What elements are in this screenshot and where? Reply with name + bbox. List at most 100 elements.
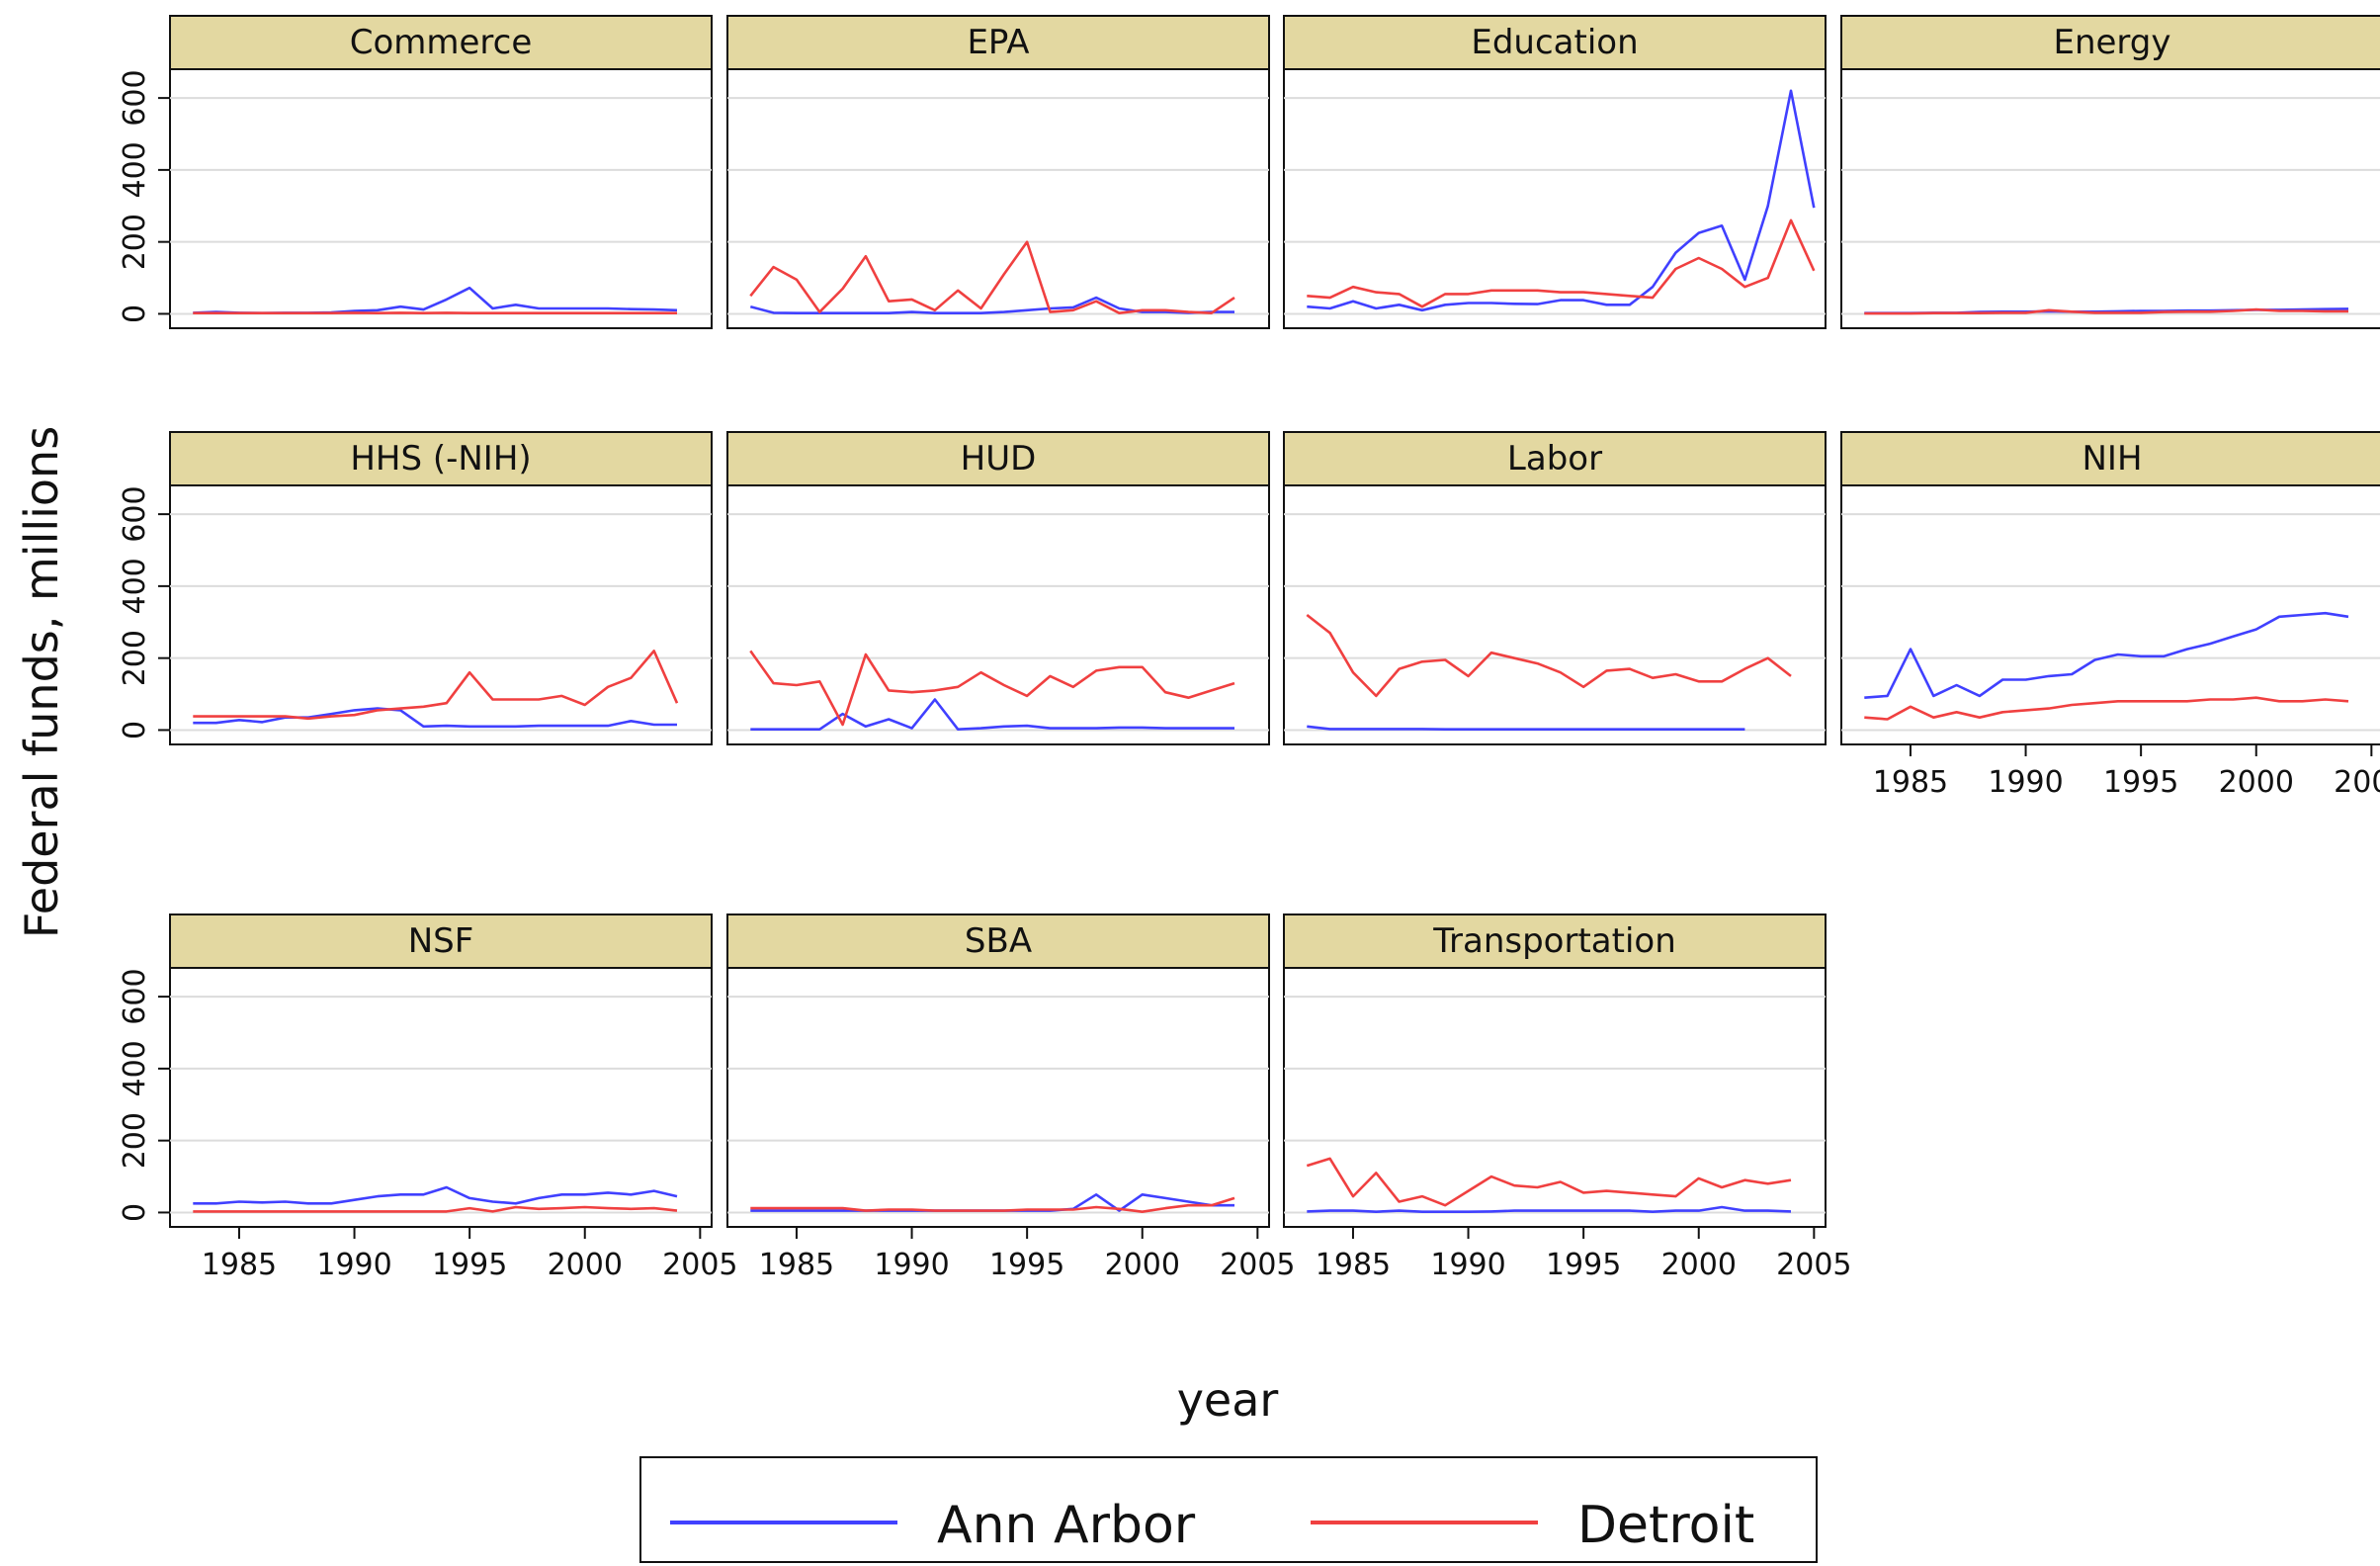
x-tick-label: 1985 [759,1248,834,1282]
panel-title: NIH [2082,439,2142,478]
series-line-detroit [749,240,1235,315]
plot-area [726,68,1270,329]
panel-labor: Labor [1283,431,1827,745]
series-line-detroit [750,1196,1235,1213]
panel-hud: HUD [726,431,1270,745]
series-line-detroit [1307,218,1816,308]
x-tick-label: 1995 [2103,765,2178,800]
panel-title: HHS (-NIH) [350,439,531,478]
panel-strip [1283,431,1827,486]
x-tick-label: 1990 [316,1248,391,1282]
series-line-detroit [749,650,1235,727]
y-tick-label: 600 [118,968,152,1024]
panel-title: Transportation [1432,921,1676,961]
series-line-detroit [1864,307,2348,315]
series-line-ann-arbor [1307,725,1745,732]
series-line-detroit [1864,696,2349,721]
x-tick-label: 1985 [202,1248,277,1282]
panel-nsf: NSF 0 200 400 600 1985 1990 1995 2000 2005 [118,914,738,1282]
y-tick-label: 400 [118,141,152,198]
plot-area [1840,68,2380,329]
panel-strip [169,15,713,70]
panel-strip [1840,15,2380,70]
y-axis-title: Federal funds, millions [15,426,68,938]
plot-area [726,967,1270,1228]
y-tick-label: 200 [118,630,152,686]
y-tick-label: 200 [118,214,152,270]
series-line-ann-arbor [1864,611,2349,699]
series-line-ann-arbor [749,296,1234,315]
x-axis-title: year [1177,1373,1279,1427]
x-tick-label: 1990 [874,1248,949,1282]
panel-title: Commerce [350,23,533,62]
legend-label-ann-arbor: Ann Arbor [937,1496,1196,1555]
legend-label-detroit: Detroit [1577,1496,1754,1555]
panel-title: HUD [961,439,1037,478]
panel-transportation: Transportation 1985 1990 1995 2000 2005 [1283,914,1852,1282]
series-line-detroit [193,1205,678,1213]
series-line-detroit [1306,613,1792,698]
series-line-detroit [193,650,679,721]
panel-hhs-nih: HHS (-NIH) 0 200 400 600 [118,431,713,745]
x-tick-label: 1995 [989,1248,1064,1282]
x-tick-label: 2000 [1661,1248,1737,1282]
plot-area [169,484,713,745]
plot-area [726,484,1270,745]
series-line-ann-arbor [193,707,677,729]
x-tick-label: 1990 [1430,1248,1505,1282]
panel-strip [726,431,1270,486]
panel-grid: Commerce 0 200 400 600 EPA Education Energy HHS … [118,15,2380,1282]
panel-education: Education [1283,15,1827,329]
y-tick-label: 200 [118,1112,152,1169]
legend: Ann Arbor Detroit [639,1456,1818,1563]
panel-commerce: Commerce 0 200 400 600 [118,15,713,329]
panel-strip [169,914,713,969]
panel-strip [1283,15,1827,70]
panel-energy: Energy [1840,15,2380,329]
panel-strip [1283,914,1827,969]
x-tick-label: 1995 [1546,1248,1621,1282]
x-tick-label: 2000 [548,1248,623,1282]
panel-epa: EPA [726,15,1270,329]
x-tick-label: 2000 [2219,765,2294,800]
panel-sba: SBA 1985 1990 1995 2000 2005 [726,914,1296,1282]
plot-area [169,967,713,1228]
plot-area [1283,68,1827,329]
panel-title: NSF [408,921,474,961]
panel-title: Education [1471,23,1638,62]
series-line-ann-arbor [193,1185,678,1205]
x-tick-label: 2005 [1220,1248,1295,1282]
x-tick-label: 2005 [1776,1248,1851,1282]
series-line-ann-arbor [750,698,1234,732]
x-tick-label: 2005 [2334,765,2380,800]
plot-area [1283,967,1827,1228]
legend-box [639,1456,1818,1563]
y-tick-label: 0 [118,1203,152,1222]
x-tick-label: 1995 [432,1248,507,1282]
x-tick-label: 1985 [1316,1248,1391,1282]
panel-strip [726,914,1270,969]
x-tick-label: 1985 [1873,765,1948,800]
x-tick-label: 2000 [1105,1248,1180,1282]
plot-area [1283,484,1827,745]
x-tick-label: 1990 [1988,765,2063,800]
panel-nih: NIH 1985 1990 1995 2000 2005 [1840,431,2380,800]
panel-strip [169,431,713,486]
panel-strip [1840,431,2380,486]
y-tick-label: 600 [118,485,152,542]
y-tick-label: 600 [118,69,152,126]
y-tick-label: 400 [118,558,152,614]
series-line-detroit [1306,1157,1792,1207]
panel-title: Energy [2053,23,2170,62]
y-tick-label: 0 [118,721,152,740]
panel-title: EPA [967,23,1029,62]
series-line-ann-arbor [1307,1205,1792,1213]
series-line-ann-arbor [1307,89,1816,312]
y-tick-label: 0 [118,304,152,323]
x-tick-label: 2005 [662,1248,737,1282]
panel-title: Labor [1507,439,1602,478]
panel-title: SBA [965,921,1032,961]
plot-area [169,68,713,329]
y-tick-label: 400 [118,1040,152,1096]
